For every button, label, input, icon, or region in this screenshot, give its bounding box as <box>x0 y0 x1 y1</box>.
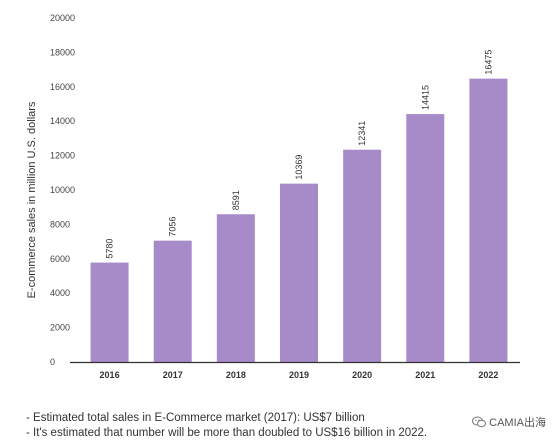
footnote-2: - It's estimated that number will be mor… <box>26 427 428 439</box>
y-tick-label: 6000 <box>50 254 70 264</box>
data-label: 8591 <box>231 190 241 210</box>
y-tick-label: 0 <box>50 357 55 367</box>
bar <box>469 78 508 362</box>
bar <box>343 149 382 362</box>
data-label: 12341 <box>357 121 367 146</box>
y-tick-label: 10000 <box>50 185 75 195</box>
bar <box>406 114 445 362</box>
data-label: 16475 <box>483 50 493 75</box>
x-tick-label: 2018 <box>226 370 246 380</box>
y-axis-label: E-commerce sales in million U.S. dollars <box>26 101 38 298</box>
watermark: CAMIA出海 <box>472 414 546 430</box>
y-tick-label: 14000 <box>50 116 75 126</box>
wechat-icon <box>472 416 487 428</box>
footnotes: - Estimated total sales in E-Commerce ma… <box>26 411 427 441</box>
data-label: 14415 <box>420 85 430 110</box>
x-tick-label: 2021 <box>415 370 435 380</box>
data-label: 5780 <box>105 239 115 259</box>
x-tick-label: 2022 <box>478 370 498 380</box>
y-tick-label: 4000 <box>50 288 70 298</box>
chart-svg: 0 2000 4000 6000 8000 10000 12000 14000 16000 180… <box>26 13 520 380</box>
bar <box>153 240 192 362</box>
x-tick-label: 2017 <box>163 370 183 380</box>
bar <box>90 262 129 362</box>
bar <box>216 214 255 362</box>
x-tick-label: 2020 <box>352 370 372 380</box>
watermark-text: CAMIA出海 <box>489 417 546 429</box>
y-tick-label: 8000 <box>50 219 70 229</box>
y-tick-label: 18000 <box>50 47 75 57</box>
bar <box>280 183 318 362</box>
data-label: 10369 <box>294 155 304 180</box>
footnote-1: - Estimated total sales in E-Commerce ma… <box>26 412 365 424</box>
y-tick-label: 2000 <box>50 323 70 333</box>
data-label: 7056 <box>168 217 178 237</box>
bar-chart: 0 2000 4000 6000 8000 10000 12000 14000 16000 180… <box>26 13 520 380</box>
x-tick-label: 2016 <box>100 370 120 380</box>
x-tick-label: 2019 <box>289 370 309 380</box>
y-tick-label: 16000 <box>50 82 75 92</box>
y-tick-label: 20000 <box>50 13 75 23</box>
y-tick-label: 12000 <box>50 151 75 161</box>
